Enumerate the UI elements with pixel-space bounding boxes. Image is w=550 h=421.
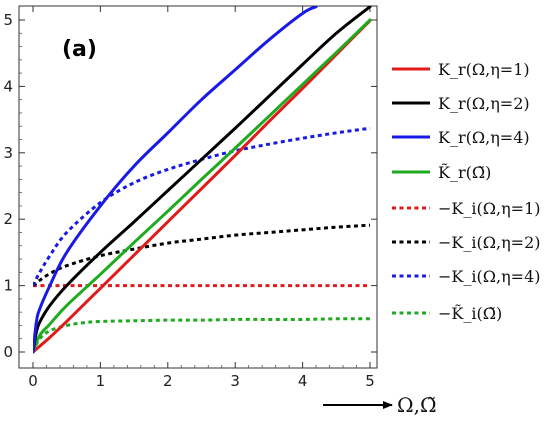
axis-caption: Ω,Ω̃ xyxy=(397,393,437,417)
legend-label-2: K_r(Ω,η=2) xyxy=(438,94,530,113)
x-tick-label: 1 xyxy=(96,372,106,390)
y-tick-label: 5 xyxy=(3,11,13,29)
y-tick-label: 2 xyxy=(3,210,13,228)
series-line-7 xyxy=(33,126,371,287)
y-tick-label: 3 xyxy=(3,144,13,162)
legend-label-4: K̃_r(Ω̃) xyxy=(438,163,491,182)
x-axis-ticks: 0 1 2 3 4 5 xyxy=(28,6,375,390)
series-line-2 xyxy=(33,6,372,354)
series-line-1 xyxy=(33,19,372,354)
x-tick-label: 3 xyxy=(230,372,240,390)
x-tick-label: 5 xyxy=(365,372,375,390)
legend-label-6: −K_i(Ω,η=2) xyxy=(438,233,540,252)
y-tick-label: 1 xyxy=(3,277,13,295)
legend-label-7: −K_i(Ω,η=4) xyxy=(438,267,540,286)
y-tick-label: 4 xyxy=(3,77,13,95)
series-line-6 xyxy=(33,223,371,287)
series-line-8 xyxy=(33,317,371,353)
series-line-3 xyxy=(33,6,318,354)
legend-label-5: −K_i(Ω,η=1) xyxy=(438,199,540,218)
legend: K_r(Ω,η=1) K_r(Ω,η=2) K_r(Ω,η=4) K̃_r(Ω̃) −K… xyxy=(392,60,540,323)
y-axis-ticks: 0 1 2 3 4 5 xyxy=(3,11,377,361)
y-tick-label: 0 xyxy=(3,343,13,361)
legend-label-1: K_r(Ω,η=1) xyxy=(438,60,530,79)
x-tick-label: 0 xyxy=(28,372,38,390)
legend-label-8: −K̃_i(Ω̃) xyxy=(438,304,502,323)
x-tick-label: 4 xyxy=(298,372,308,390)
series-line-4 xyxy=(33,18,372,354)
panel-label: (a) xyxy=(62,37,97,62)
x-tick-label: 2 xyxy=(163,372,173,390)
legend-label-3: K_r(Ω,η=4) xyxy=(438,128,530,147)
plot-frame xyxy=(18,5,378,369)
series-lines xyxy=(33,6,372,354)
